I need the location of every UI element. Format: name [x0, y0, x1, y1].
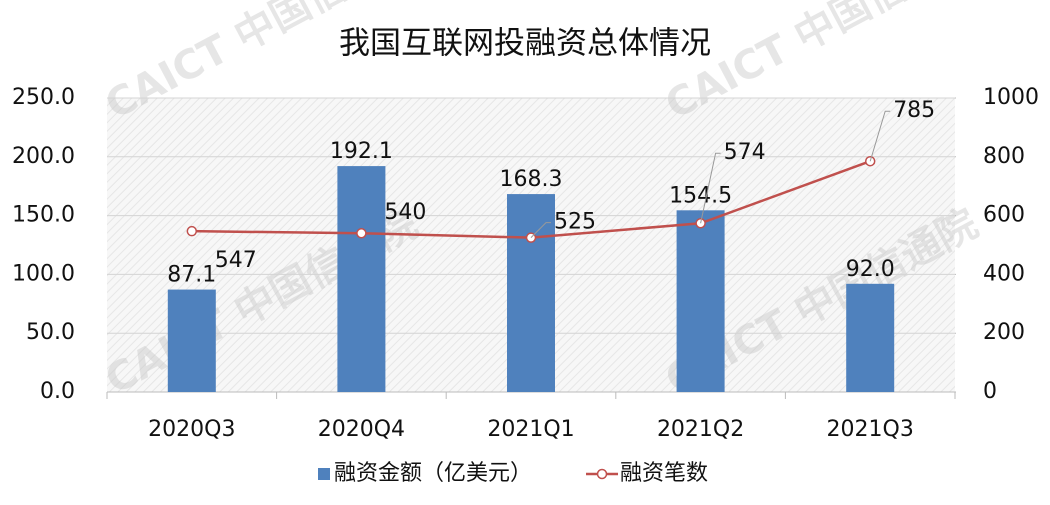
line-value-label: 540 [384, 200, 426, 225]
bar-value-label: 168.3 [500, 167, 563, 192]
line-marker [356, 227, 367, 239]
bar-value-label: 92.0 [846, 257, 895, 282]
y-tick-label: 150.0 [12, 203, 75, 228]
bar [846, 283, 895, 392]
x-tick-label: 2021Q3 [827, 417, 914, 442]
leader-line [530, 222, 551, 239]
y2-tick-label: 1000 [983, 85, 1039, 110]
y2-tick-label: 600 [983, 203, 1025, 228]
y-tick-label: 100.0 [12, 261, 75, 286]
bar-value-label: 192.1 [330, 139, 393, 164]
line-marker [186, 225, 198, 237]
y2-tick-label: 200 [983, 320, 1025, 345]
y-tick-label: 250.0 [12, 85, 75, 110]
legend-label: 融资金额（亿美元） [334, 461, 532, 486]
bar [507, 194, 555, 392]
y2-tick-label: 400 [983, 261, 1025, 286]
y2-tick-label: 800 [983, 144, 1025, 169]
x-tick-label: 2021Q2 [657, 417, 744, 442]
y2-tick-label: 0 [983, 379, 997, 404]
legend-swatch [318, 468, 330, 480]
y-tick-label: 200.0 [12, 144, 75, 169]
x-tick-label: 2020Q3 [148, 417, 235, 442]
legend-swatch [596, 468, 608, 480]
y-tick-label: 50.0 [26, 320, 75, 345]
legend-label: 融资笔数 [620, 461, 708, 486]
x-tick-label: 2021Q1 [487, 417, 574, 442]
leader-line [869, 110, 891, 162]
line-value-label: 785 [893, 98, 935, 123]
bar-value-label: 154.5 [669, 183, 732, 208]
x-tick-label: 2020Q4 [318, 417, 405, 442]
line-value-label: 574 [724, 140, 766, 165]
line-value-label: 547 [215, 248, 257, 273]
y-tick-label: 0.0 [40, 379, 75, 404]
leader-line [700, 152, 721, 224]
bar-value-label: 87.1 [167, 263, 216, 288]
chart-title: 我国互联网投融资总体情况 [339, 26, 711, 62]
bar [337, 166, 386, 392]
bar [167, 289, 216, 392]
line-value-label: 525 [554, 210, 596, 235]
bar [676, 210, 725, 392]
